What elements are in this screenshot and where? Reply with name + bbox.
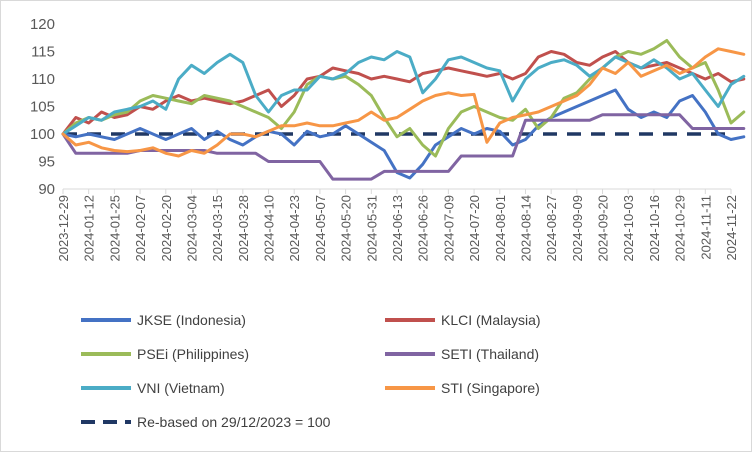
legend-label-baseline: Re-based on 29/12/2023 = 100 <box>137 414 331 430</box>
x-tick-label: 2024-04-10 <box>262 195 277 262</box>
x-tick-label: 2024-01-12 <box>82 195 97 262</box>
x-tick-label: 2024-06-13 <box>390 195 405 262</box>
x-tick-label: 2024-03-28 <box>236 195 251 262</box>
x-tick-label: 2024-09-09 <box>570 195 585 262</box>
x-tick-label: 2024-11-11 <box>698 195 713 260</box>
x-tick-label: 2024-05-20 <box>339 195 354 262</box>
y-axis: 90 95 100 105 110 115 120 <box>30 16 55 198</box>
x-tick-label: 2024-10-16 <box>647 195 662 262</box>
y-tick-label: 90 <box>38 181 55 198</box>
series-line <box>61 50 746 136</box>
x-tick-label: 2024-05-07 <box>313 195 328 262</box>
series-line <box>61 39 746 158</box>
x-tick-label: 2024-04-23 <box>287 195 302 262</box>
x-tick-label: 2024-08-27 <box>544 195 559 262</box>
series-line <box>61 88 746 180</box>
x-tick-label: 2024-03-04 <box>184 195 199 261</box>
x-tick-label: 2023-12-29 <box>56 195 71 262</box>
x-tick-label: 2024-10-03 <box>621 195 636 262</box>
y-tick-label: 95 <box>38 154 55 171</box>
x-tick-label: 2024-02-20 <box>159 195 174 262</box>
x-tick-label: 2024-07-20 <box>467 195 482 262</box>
series-line <box>61 113 746 181</box>
x-tick-label: 2024-05-31 <box>364 195 379 262</box>
legend-label: STI (Singapore) <box>441 380 540 396</box>
x-tick-label: 2024-02-07 <box>133 195 148 262</box>
y-tick-label: 100 <box>30 126 55 143</box>
y-tick-label: 110 <box>31 71 55 88</box>
legend-label: KLCI (Malaysia) <box>441 312 541 328</box>
x-tick-label: 2024-09-20 <box>596 195 611 262</box>
legend-label: PSEi (Philippines) <box>137 346 249 362</box>
series-layer <box>61 39 746 181</box>
x-tick-label: 2024-03-15 <box>210 195 225 262</box>
x-tick-label: 2024-10-29 <box>673 195 688 262</box>
legend-label: JKSE (Indonesia) <box>137 312 246 328</box>
series-line <box>61 50 746 136</box>
x-tick-label: 2024-06-26 <box>416 195 431 262</box>
series-line <box>61 47 746 158</box>
x-tick-label: 2024-08-01 <box>493 195 508 262</box>
x-tick-label: 2024-08-14 <box>518 195 533 262</box>
x-tick-label: 2024-01-25 <box>107 195 122 262</box>
x-tick-label: 2024-11-22 <box>724 195 739 261</box>
y-tick-label: 105 <box>30 99 55 116</box>
x-axis: 2023-12-29 2024-01-12 2024-01-25 2024-02-07… <box>56 188 739 262</box>
y-tick-label: 115 <box>31 44 55 61</box>
y-tick-label: 120 <box>30 16 55 33</box>
x-tick-label: 2024-07-09 <box>441 195 456 262</box>
legend-label: VNI (Vietnam) <box>137 380 225 396</box>
legend-label: SETI (Thailand) <box>441 346 539 362</box>
legend: JKSE (Indonesia) KLCI (Malaysia) PSEi (Phi… <box>81 312 541 430</box>
